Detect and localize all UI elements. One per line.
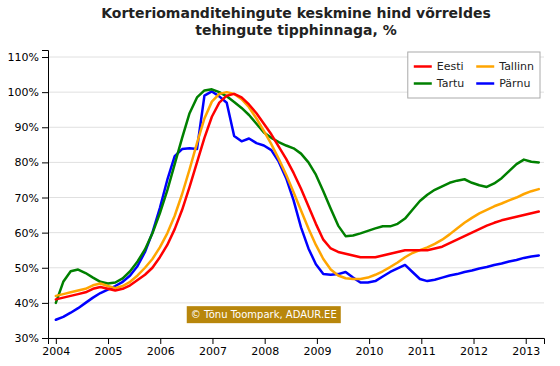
x-tick-label: 2011 <box>408 345 436 358</box>
x-tick-mark <box>265 338 266 344</box>
x-tick: 2012 <box>460 338 488 358</box>
y-tick: 80% <box>15 156 48 169</box>
y-tick-mark <box>42 233 48 234</box>
series-line <box>56 89 539 303</box>
legend-item: Pärnu <box>476 77 530 90</box>
y-tick-label: 70% <box>15 192 39 205</box>
legend-item: Tallinn <box>476 60 534 73</box>
x-tick-mark <box>56 338 57 344</box>
annotation: © Tõnu Toompark, ADAUR.EE <box>187 306 341 323</box>
y-tick: 60% <box>15 227 48 240</box>
x-tick: 2009 <box>303 338 331 358</box>
legend-item: Tartu <box>414 77 464 90</box>
y-tick-mark <box>42 303 48 304</box>
y-tick-label: 80% <box>15 156 39 169</box>
x-tick-label: 2005 <box>95 345 123 358</box>
y-tick-label: 40% <box>15 297 39 310</box>
y-tick: 70% <box>15 192 48 205</box>
x-tick-label: 2004 <box>42 345 70 358</box>
legend-item: Eesti <box>414 60 464 73</box>
legend-swatch <box>414 82 432 85</box>
grid <box>48 57 544 338</box>
x-tick-label: 2013 <box>512 345 540 358</box>
x-tick-mark <box>317 338 318 344</box>
y-tick-label: 90% <box>15 121 39 134</box>
series-line <box>56 94 539 299</box>
y-tick: 100% <box>8 86 48 99</box>
title: Korteriomanditehingute keskmine hind võr… <box>101 5 491 38</box>
y-axis: 30% 40% 50% 60% 70% 80% 90% 100% 110% <box>8 51 49 346</box>
annotation-box <box>187 306 341 323</box>
legend-swatch <box>476 82 494 85</box>
grid-line <box>48 267 544 268</box>
y-tick-mark <box>42 338 48 339</box>
x-tick-label: 2008 <box>251 345 279 358</box>
annotation-text: © Tõnu Toompark, ADAUR.EE <box>191 309 337 320</box>
x-tick: 2006 <box>147 338 175 358</box>
y-tick: 30% <box>15 332 48 345</box>
y-tick-label: 30% <box>15 332 39 345</box>
x-tick-label: 2006 <box>147 345 175 358</box>
legend-box <box>408 52 540 98</box>
x-tick-mark <box>160 338 161 344</box>
y-tick-mark <box>42 162 48 163</box>
chart: Korteriomanditehingute keskmine hind võr… <box>0 0 560 366</box>
y-tick-label: 110% <box>8 51 39 64</box>
y-axis-line <box>42 51 49 339</box>
y-tick-label: 60% <box>15 227 39 240</box>
y-tick-mark <box>42 198 48 199</box>
y-tick-label: 50% <box>15 262 39 275</box>
x-tick: 2010 <box>356 338 384 358</box>
grid-line <box>48 162 544 163</box>
x-tick-mark <box>474 338 475 344</box>
y-tick-mark <box>42 92 48 93</box>
series-line <box>56 92 539 296</box>
series-line <box>56 91 539 319</box>
y-tick-mark <box>42 57 48 58</box>
legend: Eesti Tallinn Tartu Pärnu <box>408 52 540 98</box>
x-tick-label: 2007 <box>199 345 227 358</box>
y-tick-mark <box>42 127 48 128</box>
x-tick-label: 2010 <box>356 345 384 358</box>
x-tick: 2005 <box>95 338 123 358</box>
y-tick: 90% <box>15 121 48 134</box>
plot-area <box>56 89 539 319</box>
x-tick: 2007 <box>199 338 227 358</box>
y-tick: 50% <box>15 262 48 275</box>
x-tick-mark <box>369 338 370 344</box>
x-tick-mark <box>526 338 527 344</box>
legend-label: Tallinn <box>498 60 534 73</box>
y-tick: 110% <box>8 51 48 64</box>
y-tick-mark <box>42 268 48 269</box>
x-tick: 2011 <box>408 338 436 358</box>
x-tick-label: 2009 <box>303 345 331 358</box>
x-tick: 2008 <box>251 338 279 358</box>
y-tick: 40% <box>15 297 48 310</box>
x-axis-line <box>49 339 545 345</box>
x-tick-label: 2012 <box>460 345 488 358</box>
x-axis: 2004 2005 2006 2007 2008 2009 2010 2011 2012 2013 <box>42 338 544 358</box>
x-tick-mark <box>108 338 109 344</box>
x-tick: 2013 <box>512 338 540 358</box>
y-tick-label: 100% <box>8 86 39 99</box>
x-tick-mark <box>421 338 422 344</box>
x-tick-mark <box>212 338 213 344</box>
grid-line <box>48 302 544 303</box>
legend-swatch <box>414 65 432 68</box>
x-tick: 2004 <box>42 338 70 358</box>
legend-swatch <box>476 65 494 68</box>
legend-label: Eesti <box>437 60 464 73</box>
legend-label: Pärnu <box>499 77 530 90</box>
grid-line <box>48 127 544 128</box>
legend-label: Tartu <box>436 77 464 90</box>
